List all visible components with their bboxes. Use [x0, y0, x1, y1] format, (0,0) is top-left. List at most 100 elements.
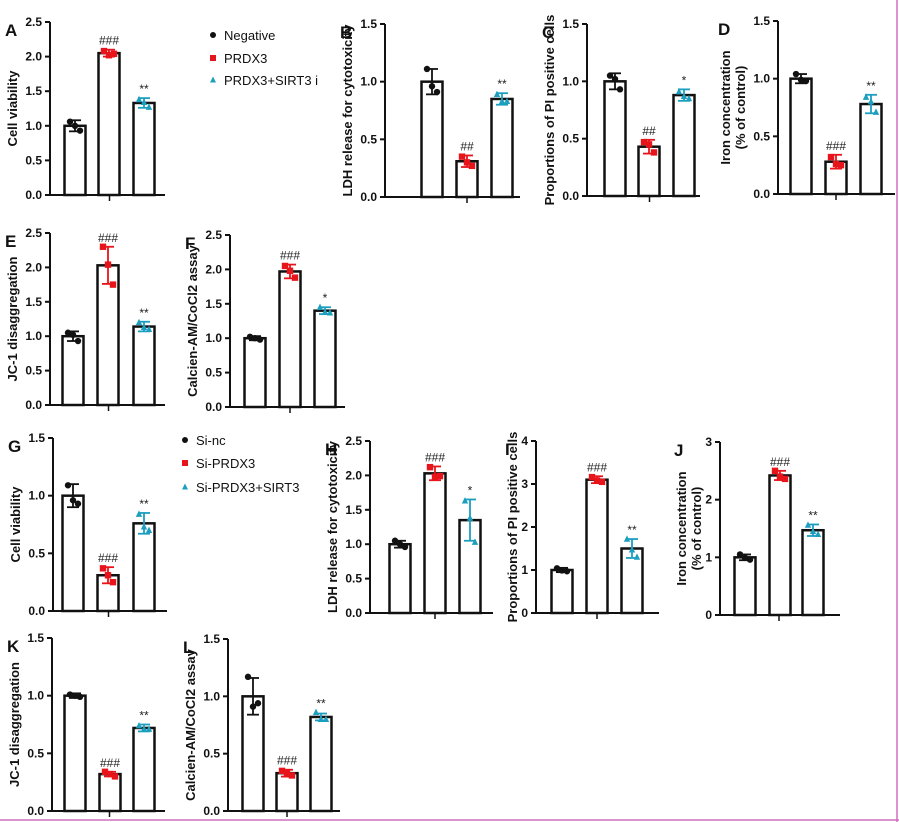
panel-f: 0.0 0.5 1.0 1.5 2.0 2.5 Calcien-AM/CoCl2 assay… — [185, 228, 345, 414]
legend-label: Si-nc — [196, 433, 226, 448]
point-square — [278, 767, 286, 775]
point-circle — [71, 692, 79, 699]
point-square — [101, 768, 109, 775]
point-triangle — [182, 483, 188, 490]
point-circle — [64, 329, 72, 336]
point-square — [827, 153, 835, 161]
legend-label: Negative — [224, 28, 275, 43]
significance-label: ### — [98, 551, 118, 565]
panel-b: 0.0 0.5 1.0 1.5 LDH release for cytotoxicity… — [340, 17, 520, 204]
y-tick-label: 0.0 — [360, 190, 377, 204]
significance-label: ** — [316, 696, 326, 710]
panel-a: 0.0 0.5 1.0 1.5 2.0 2.5 Cell viability A ### ** — [5, 15, 165, 202]
point-square — [182, 460, 188, 466]
point-triangle — [503, 97, 511, 104]
y-tick-label: 2.0 — [345, 468, 362, 482]
point-circle — [433, 88, 441, 96]
y-axis-label: Calcien-AM/CoCl2 assay — [185, 244, 200, 396]
significance-label: ** — [497, 77, 507, 91]
significance-label: ### — [100, 756, 120, 770]
point-square — [100, 47, 108, 55]
y-tick-label: 1.5 — [28, 431, 45, 445]
y-tick-label: 2.5 — [25, 226, 42, 240]
point-triangle — [140, 98, 148, 105]
y-tick-label: 0.5 — [28, 546, 45, 560]
bar — [132, 522, 156, 613]
point-triangle — [135, 510, 143, 517]
significance-label: ** — [808, 508, 818, 522]
point-triangle — [140, 323, 148, 330]
point-triangle — [145, 526, 153, 533]
bar — [420, 80, 444, 199]
bar — [275, 771, 299, 813]
y-tick-label: 2 — [521, 520, 528, 534]
bar — [672, 93, 696, 198]
bar — [388, 542, 412, 615]
y-tick-label: 1.0 — [25, 119, 42, 133]
y-tick-label: 0.5 — [25, 153, 42, 167]
y-tick-label: 1 — [521, 563, 528, 577]
point-triangle — [140, 725, 148, 732]
y-tick-label: 1.0 — [25, 329, 42, 343]
point-circle — [606, 72, 614, 79]
significance-label: ### — [99, 34, 119, 48]
bar — [61, 334, 85, 407]
point-circle — [391, 537, 399, 544]
point-triangle — [135, 95, 143, 103]
point-circle — [797, 76, 805, 84]
y-tick-label: 2.0 — [205, 262, 222, 276]
y-tick-label: 1.5 — [753, 14, 770, 28]
bar — [585, 478, 609, 615]
point-circle — [244, 673, 252, 681]
point-square — [111, 773, 119, 780]
point-triangle — [135, 721, 143, 729]
point-triangle — [145, 725, 153, 732]
bar — [132, 325, 156, 407]
point-circle — [69, 497, 77, 504]
point-triangle — [145, 103, 153, 110]
significance-label: ### — [826, 139, 846, 153]
point-circle — [746, 556, 754, 563]
significance-label: ** — [139, 497, 149, 511]
y-tick-label: 1.5 — [27, 631, 44, 645]
bar — [733, 556, 757, 617]
legend-label: Si-PRDX3 — [196, 456, 255, 471]
point-triangle — [680, 92, 688, 99]
point-circle — [558, 567, 566, 574]
point-square — [109, 578, 117, 586]
bar — [859, 102, 883, 196]
y-tick-label: 1.5 — [205, 297, 222, 311]
y-tick-label: 1.5 — [360, 17, 377, 31]
point-circle — [563, 568, 571, 575]
bar — [243, 336, 267, 409]
y-tick-label: 0 — [521, 606, 528, 620]
point-circle — [423, 65, 431, 73]
y-tick-label: 1.0 — [27, 689, 44, 703]
point-circle — [74, 500, 82, 507]
point-triangle — [316, 303, 324, 310]
point-circle — [428, 83, 436, 90]
legend-label: Si-PRDX3+SIRT3 — [196, 480, 299, 495]
y-tick-label: 0.5 — [562, 132, 579, 146]
significance-label: * — [323, 291, 328, 305]
y-axis-label: Cell viability — [8, 486, 23, 563]
point-triangle — [804, 521, 812, 528]
significance-label: ** — [139, 82, 149, 96]
point-triangle — [628, 546, 636, 553]
point-square — [99, 565, 107, 572]
point-triangle — [623, 535, 631, 542]
y-tick-label: 3 — [521, 477, 528, 491]
point-square — [281, 262, 289, 270]
point-square — [106, 770, 114, 778]
point-square — [288, 772, 296, 779]
point-square — [593, 477, 601, 484]
point-circle — [802, 77, 810, 85]
bar — [132, 101, 156, 197]
y-axis-label: Proportions of PI positive cells — [542, 15, 557, 206]
point-triangle — [633, 553, 641, 560]
bar — [801, 528, 825, 617]
panel-letter: I — [505, 440, 510, 459]
significance-label: ** — [139, 709, 149, 723]
y-tick-label: 0.0 — [562, 189, 579, 203]
